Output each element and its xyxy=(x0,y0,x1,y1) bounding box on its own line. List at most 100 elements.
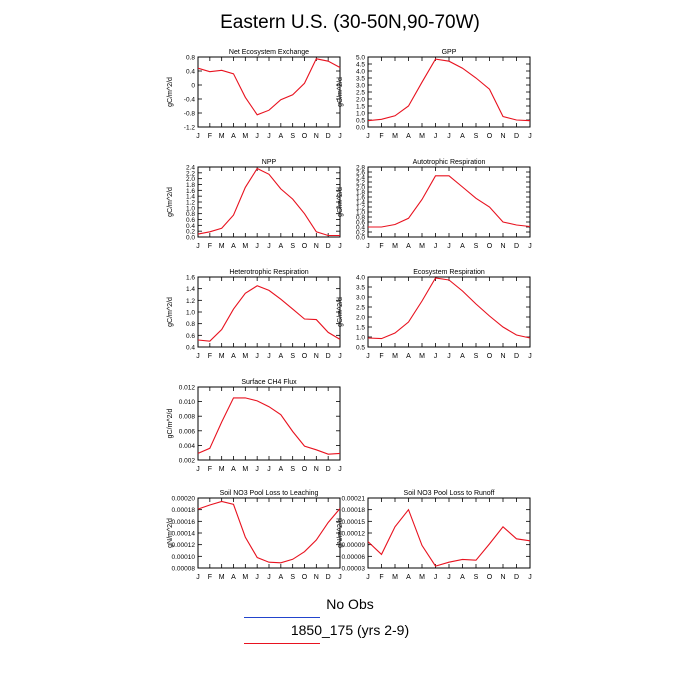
x-tick-label: M xyxy=(419,353,425,360)
y-tick-label: 0.5 xyxy=(356,118,365,125)
x-tick-label: J xyxy=(528,574,532,581)
y-tick-label: 1.5 xyxy=(356,325,365,332)
x-tick-label: J xyxy=(338,353,342,360)
chart-panel-8: Soil NO3 Pool Loss to RunoffgN/m^2/d0.00… xyxy=(337,490,532,581)
x-tick-label: O xyxy=(302,353,308,360)
x-tick-label: D xyxy=(326,353,331,360)
x-tick-label: F xyxy=(208,353,212,360)
y-tick-label: 1.0 xyxy=(186,310,195,317)
series-line-0 xyxy=(367,277,531,340)
y-tick-label: 2.0 xyxy=(186,176,195,183)
y-tick-label: 1.4 xyxy=(186,286,195,293)
x-tick-label: M xyxy=(219,353,225,360)
x-tick-label: O xyxy=(487,574,493,581)
x-tick-label: O xyxy=(302,243,308,250)
x-tick-label: F xyxy=(379,243,383,250)
x-tick-label: J xyxy=(366,133,370,140)
x-tick-label: M xyxy=(242,353,248,360)
y-tick-label: 0.2 xyxy=(186,229,195,236)
y-tick-label: 0.8 xyxy=(186,321,195,328)
x-tick-label: M xyxy=(219,574,225,581)
y-tick-label: 0.004 xyxy=(179,443,196,450)
y-tick-label: 2.2 xyxy=(356,180,365,187)
x-tick-label: N xyxy=(500,574,505,581)
x-tick-label: F xyxy=(379,353,383,360)
y-axis-label: gC/m^2/d xyxy=(167,77,174,107)
y-tick-label: 0.002 xyxy=(179,458,196,465)
y-tick-label: 0.00010 xyxy=(172,554,196,561)
y-tick-label: 1.8 xyxy=(356,190,365,197)
x-tick-label: A xyxy=(278,574,283,581)
x-tick-label: N xyxy=(314,243,319,250)
x-tick-label: A xyxy=(278,353,283,360)
y-tick-label: 0.00015 xyxy=(342,519,366,526)
x-tick-label: S xyxy=(474,353,479,360)
x-tick-label: N xyxy=(314,574,319,581)
x-tick-label: N xyxy=(500,243,505,250)
y-tick-label: 0.00014 xyxy=(172,531,196,538)
y-tick-label: -0.4 xyxy=(184,97,196,104)
y-tick-label: 0.006 xyxy=(179,428,196,435)
series-line-0 xyxy=(197,58,341,116)
x-tick-label: J xyxy=(196,574,200,581)
plot-frame xyxy=(197,166,341,238)
y-tick-label: 0 xyxy=(191,83,195,90)
y-tick-label: 0.8 xyxy=(356,215,365,222)
x-tick-label: F xyxy=(208,133,212,140)
series-line-0 xyxy=(367,58,531,122)
y-tick-label: 1.6 xyxy=(186,275,195,282)
y-tick-label: 0.4 xyxy=(186,223,195,230)
x-tick-label: J xyxy=(338,574,342,581)
x-tick-label: J xyxy=(255,133,259,140)
y-tick-label: 4.0 xyxy=(356,69,365,76)
y-tick-label: 2.0 xyxy=(356,315,365,322)
x-tick-label: J xyxy=(434,243,438,250)
x-tick-label: F xyxy=(379,574,383,581)
x-tick-label: J xyxy=(255,353,259,360)
x-tick-label: A xyxy=(406,243,411,250)
x-tick-label: J xyxy=(267,466,271,473)
chart-panel-6: Surface CH4 Flux gC/m^2/d 0.012 0.010 0.008 0… xyxy=(167,379,342,473)
chart-panel-0: Net Ecosystem Exchange gC/m^2/d 0.8 0.4 0 -0.… xyxy=(167,49,342,140)
plot-frame xyxy=(367,166,531,238)
x-tick-label: N xyxy=(500,353,505,360)
y-tick-label: 5.0 xyxy=(356,55,365,62)
y-tick-label: 4.5 xyxy=(356,62,365,69)
series-line-0 xyxy=(197,285,341,342)
x-tick-label: M xyxy=(219,466,225,473)
x-tick-label: S xyxy=(474,243,479,250)
y-tick-label: 0.4 xyxy=(186,345,195,352)
x-tick-label: S xyxy=(474,133,479,140)
x-tick-label: M xyxy=(392,133,398,140)
page-title: Eastern U.S. (30-50N,90-70W) xyxy=(220,12,480,33)
x-tick-label: A xyxy=(406,133,411,140)
y-tick-label: 0.00003 xyxy=(342,566,366,573)
x-tick-label: A xyxy=(278,466,283,473)
y-tick-label: 3.5 xyxy=(356,285,365,292)
x-tick-label: D xyxy=(514,574,519,581)
chart-panel-7: Soil NO3 Pool Loss to LeachinggN/m^2/d0.… xyxy=(167,490,342,581)
x-tick-label: M xyxy=(219,133,225,140)
x-tick-label: S xyxy=(474,574,479,581)
legend-line-model-run xyxy=(244,643,320,644)
y-tick-label: 0.2 xyxy=(356,230,365,237)
y-tick-label: -1.2 xyxy=(184,125,196,132)
y-tick-label: 0.0 xyxy=(186,235,195,242)
x-tick-label: J xyxy=(196,133,200,140)
x-tick-label: D xyxy=(514,133,519,140)
x-tick-label: J xyxy=(447,243,451,250)
x-tick-label: A xyxy=(406,353,411,360)
plot-frame xyxy=(197,56,341,128)
x-tick-label: J xyxy=(196,243,200,250)
x-tick-label: S xyxy=(290,466,295,473)
x-tick-label: S xyxy=(290,353,295,360)
y-tick-label: 1.6 xyxy=(356,195,365,202)
x-tick-label: A xyxy=(231,133,236,140)
y-tick-label: 1.4 xyxy=(356,200,365,207)
x-tick-label: J xyxy=(255,466,259,473)
chart-title: NPP xyxy=(262,159,277,166)
y-tick-label: 0.00016 xyxy=(172,519,196,526)
x-tick-label: J xyxy=(196,353,200,360)
x-tick-label: A xyxy=(231,466,236,473)
